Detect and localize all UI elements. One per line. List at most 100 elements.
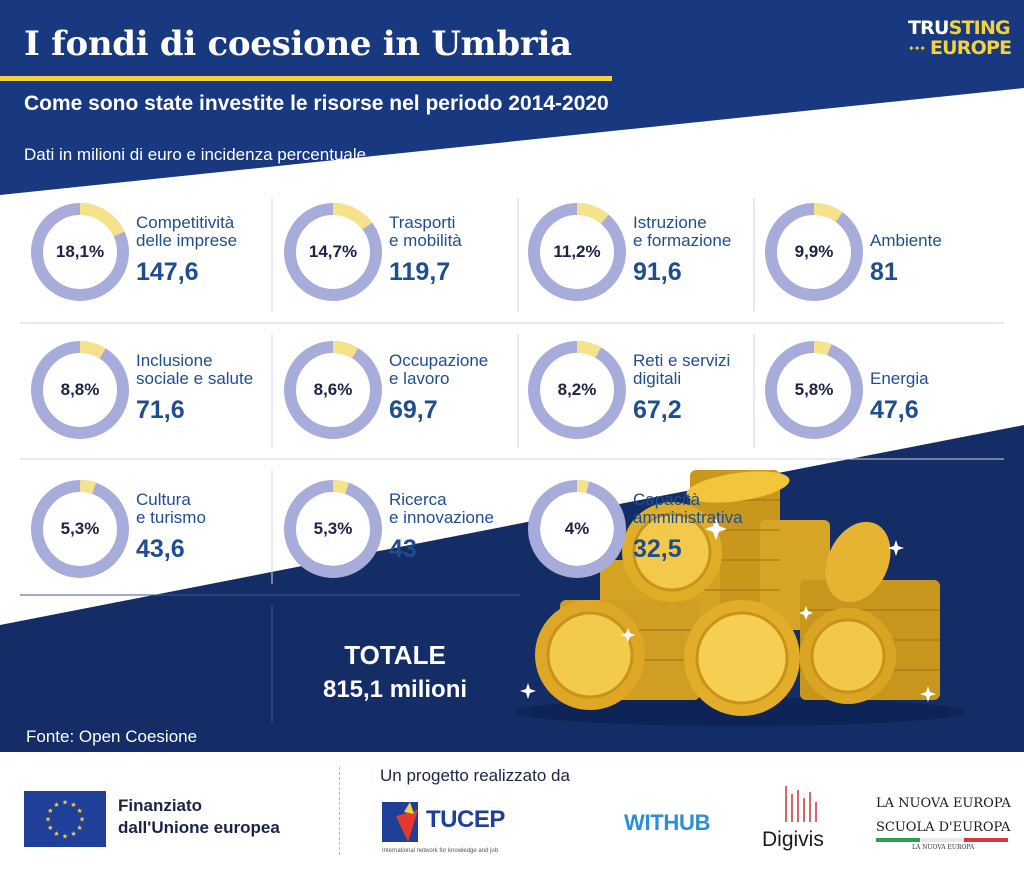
- donut-share-segment: [528, 480, 626, 578]
- percent-label: 11,2%: [553, 242, 601, 261]
- donut-center: [296, 492, 370, 566]
- donut-chart: 5,8%: [764, 340, 864, 440]
- donut-center: [540, 215, 614, 289]
- donut-center: [43, 353, 117, 427]
- donut-chart: 11,2%: [527, 202, 627, 302]
- eu-star: ★: [79, 816, 85, 824]
- digivis-bars-icon: [785, 786, 817, 822]
- percent-label: 5,8%: [794, 380, 834, 399]
- eu-star: ★: [77, 824, 83, 832]
- donut-share-segment: [528, 341, 626, 439]
- donut-chart: 8,6%: [283, 340, 383, 440]
- source-note: Fonte: Open Coesione: [26, 727, 198, 746]
- donut-share-segment: [528, 203, 626, 301]
- total-label: TOTALE: [344, 640, 446, 670]
- donut-share-segment: [31, 480, 129, 578]
- donut-center: [43, 492, 117, 566]
- category-value: 43: [389, 535, 417, 563]
- category-label: Capacità amministrativa: [633, 490, 743, 527]
- donut-center: [777, 215, 851, 289]
- category-label: Ambiente: [870, 231, 942, 250]
- digivis-logo: Digivis: [762, 828, 824, 851]
- tucep-tagline: International network for knowledge and …: [382, 848, 499, 854]
- trusting-europe-logo: TRUSTING ✦✦✦ EUROPE: [908, 17, 1012, 59]
- category-value: 147,6: [136, 258, 199, 286]
- tucep-mark-icon: [382, 802, 418, 842]
- eu-funding-text: Finanziato dall'Unione europea: [118, 796, 280, 837]
- category-label: Trasporti e mobilità: [389, 213, 462, 250]
- category-label: Competitività delle imprese: [136, 213, 238, 250]
- donut-share-segment: [765, 203, 863, 301]
- donut-chart: 4%: [527, 479, 627, 579]
- donut-share-segment: [284, 203, 382, 301]
- percent-label: 8,8%: [60, 380, 100, 399]
- category-label: Reti e servizi digitali: [633, 351, 731, 388]
- category-value: 71,6: [136, 396, 185, 424]
- donut-chart: 9,9%: [764, 202, 864, 302]
- donut-chart: 14,7%: [283, 202, 383, 302]
- header-band: [0, 0, 1024, 195]
- brand-part-yellow: STING: [948, 17, 1011, 39]
- eu-star: ★: [47, 807, 53, 815]
- percent-label: 8,6%: [313, 380, 353, 399]
- title-underline: [0, 76, 612, 81]
- page-subtitle: Come sono state investite le risorse nel…: [24, 92, 609, 115]
- nuova-europa-logo: LA NUOVA EUROPA: [876, 796, 1011, 811]
- category-value: 119,7: [389, 258, 451, 286]
- donut-center: [296, 353, 370, 427]
- italian-flag-bar: [876, 838, 1008, 842]
- donut-chart: 18,1%: [30, 202, 130, 302]
- category-label: Istruzione e formazione: [633, 213, 732, 250]
- eu-star: ★: [62, 799, 68, 807]
- percent-label: 9,9%: [794, 242, 834, 261]
- donut-share-segment: [31, 203, 129, 301]
- donut-chart: 8,2%: [527, 340, 627, 440]
- withub-logo: WITHUB: [624, 810, 711, 835]
- category-value: 81: [870, 258, 898, 286]
- donut-center: [296, 215, 370, 289]
- category-value: 47,6: [870, 396, 919, 424]
- donut-chart: 5,3%: [283, 479, 383, 579]
- category-label: Inclusione sociale e salute: [136, 351, 254, 388]
- footer: [0, 752, 1024, 881]
- donut-center: [540, 492, 614, 566]
- donut-share-segment: [31, 341, 129, 439]
- eu-star: ★: [53, 830, 59, 838]
- donut-chart: 5,3%: [30, 479, 130, 579]
- eu-star: ★: [70, 801, 76, 809]
- percent-label: 14,7%: [308, 242, 358, 261]
- category-value: 67,2: [633, 396, 682, 424]
- brand-part-europe: EUROPE: [930, 37, 1012, 59]
- donut-center: [777, 353, 851, 427]
- eu-star: ★: [53, 801, 59, 809]
- scuola-europa-logo: SCUOLA D'EUROPA: [876, 820, 1011, 835]
- nuova-europa-small: LA NUOVA EUROPA: [912, 844, 975, 851]
- tucep-wordmark: TUCEP: [426, 806, 505, 833]
- eu-star: ★: [45, 816, 51, 824]
- eu-flag-icon: ★ ★ ★ ★ ★ ★ ★ ★ ★ ★ ★ ★: [24, 791, 106, 847]
- percent-label: 5,3%: [313, 519, 353, 538]
- donut-share-segment: [284, 480, 382, 578]
- percent-label: 5,3%: [60, 519, 100, 538]
- percent-label: 8,2%: [557, 380, 597, 399]
- total-value: 815,1 milioni: [322, 676, 468, 703]
- unit-note: Dati in milioni di euro e incidenza perc…: [24, 145, 367, 164]
- project-label: Un progetto realizzato da: [380, 766, 570, 785]
- page-title: I fondi di coesione in Umbria: [24, 24, 572, 64]
- coins-illustration: [515, 466, 965, 726]
- donut-share-segment: [765, 341, 863, 439]
- category-label: Cultura e turismo: [136, 490, 206, 527]
- percent-label: 18,1%: [55, 242, 105, 261]
- footer-divider: [339, 767, 340, 855]
- donut-center: [43, 215, 117, 289]
- donut-chart: 8,8%: [30, 340, 130, 440]
- eu-star: ★: [70, 830, 76, 838]
- category-value: 69,7: [389, 396, 438, 424]
- category-label: Ricerca e innovazione: [389, 490, 494, 527]
- category-label: Energia: [870, 369, 929, 388]
- category-label: Occupazione e lavoro: [389, 351, 489, 388]
- eu-star: ★: [47, 824, 53, 832]
- brand-part-white: TRU: [908, 17, 949, 39]
- eu-star: ★: [62, 833, 68, 841]
